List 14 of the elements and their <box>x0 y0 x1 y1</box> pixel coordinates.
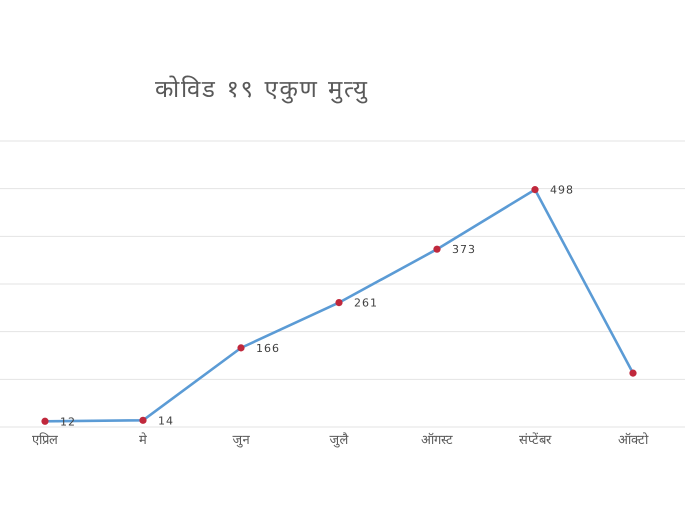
x-tick-label: ऑगस्ट <box>421 432 453 448</box>
x-tick-label: जुन <box>232 433 250 448</box>
data-label: 14 <box>158 414 174 428</box>
x-tick-label: एप्रिल <box>32 432 58 448</box>
data-label: 12 <box>60 415 76 428</box>
data-label: 498 <box>550 184 574 197</box>
chart-title: कोविड १९ एकुण मुत्यु <box>155 75 369 104</box>
x-tick-label: ऑक्टो <box>618 432 649 448</box>
x-tick-label: जुलै <box>330 432 348 448</box>
data-label: 166 <box>256 342 280 355</box>
x-tick-label: संप्टेंबर <box>519 432 552 448</box>
data-label: 373 <box>452 243 476 256</box>
data-label: 261 <box>354 296 378 310</box>
x-tick-label: मे <box>139 432 147 448</box>
